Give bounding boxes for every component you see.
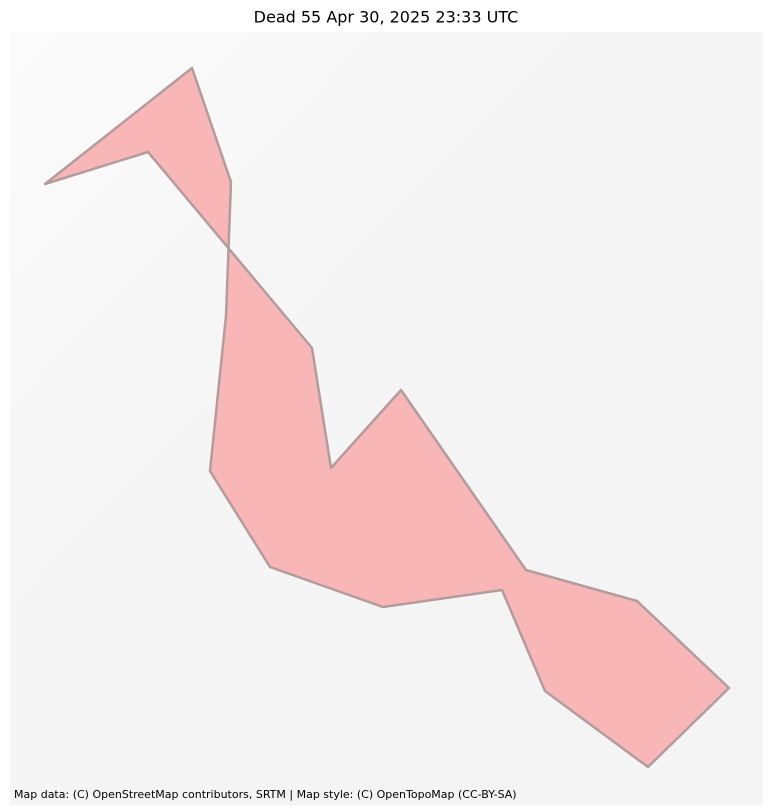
map-title: Dead 55 Apr 30, 2025 23:33 UTC [254,8,519,27]
area-polygon [43,66,731,769]
map-attribution: Map data: (C) OpenStreetMap contributors… [14,788,517,801]
